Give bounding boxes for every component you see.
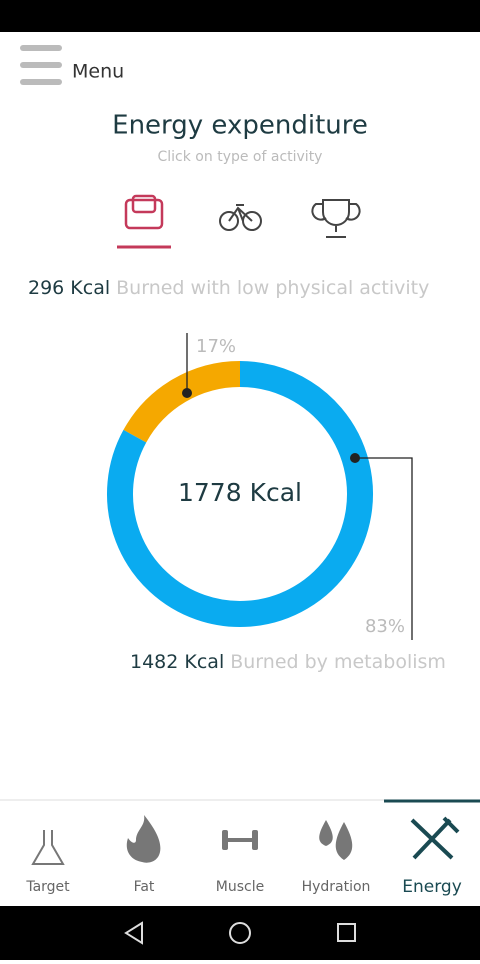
metabolism-line: 1482 Kcal Burned by metabolism (130, 651, 446, 673)
leader-dot (182, 388, 192, 398)
dumbbell-icon (228, 838, 252, 842)
amount: 1482 Kcal (130, 651, 224, 673)
dumbbell-icon (222, 830, 228, 850)
nav-label[interactable]: Target (25, 879, 70, 895)
dumbbell-icon (252, 830, 258, 850)
nav-label[interactable]: Energy (402, 877, 462, 897)
menu-icon (20, 79, 62, 85)
flame-icon (126, 815, 161, 863)
description: Burned by metabolism (230, 651, 446, 673)
donut-chart (107, 361, 373, 627)
donut-segment (107, 361, 373, 627)
drops-icon (319, 820, 353, 860)
tab-bike[interactable] (219, 204, 262, 231)
sofa-icon (131, 194, 157, 214)
amount: 296 Kcal (28, 277, 110, 299)
leader-line (355, 457, 413, 640)
cutlery-icon (410, 816, 460, 860)
description: Burned with low physical activity (116, 277, 429, 299)
nav-label[interactable]: Hydration (302, 879, 371, 895)
bottom-nav: Target Fat Muscle Hydration Energy (25, 877, 461, 897)
center-label: 1778 Kcal (178, 478, 302, 507)
recents-button[interactable] (337, 923, 356, 942)
home-button[interactable] (229, 922, 251, 944)
value-label: 83% (365, 616, 405, 637)
tab-sofa[interactable] (117, 194, 171, 249)
trophy-icon (311, 199, 361, 238)
menu-icon (20, 45, 62, 51)
system-nav (0, 906, 480, 960)
subtitle: Click on type of activity (158, 149, 323, 165)
bike-icon (219, 211, 239, 231)
title: Energy expenditure (112, 111, 368, 141)
tab-trophy[interactable] (311, 199, 361, 238)
nav-label[interactable]: Fat (134, 879, 155, 895)
flask-icon (31, 830, 65, 865)
status-bar (0, 0, 480, 32)
donut-segment (123, 361, 241, 443)
leader-dot (350, 453, 360, 463)
sofa-icon (124, 198, 164, 230)
menu-button[interactable]: Menu (20, 45, 124, 85)
back-button[interactable] (124, 921, 143, 945)
value-label: 17% (196, 336, 236, 357)
nav-icons (31, 815, 460, 865)
menu-label: Menu (72, 61, 124, 83)
low-activity-line: 296 Kcal Burned with low physical activit… (28, 277, 429, 299)
menu-icon (20, 62, 62, 68)
nav-label[interactable]: Muscle (216, 879, 264, 895)
bike-icon (228, 204, 253, 222)
